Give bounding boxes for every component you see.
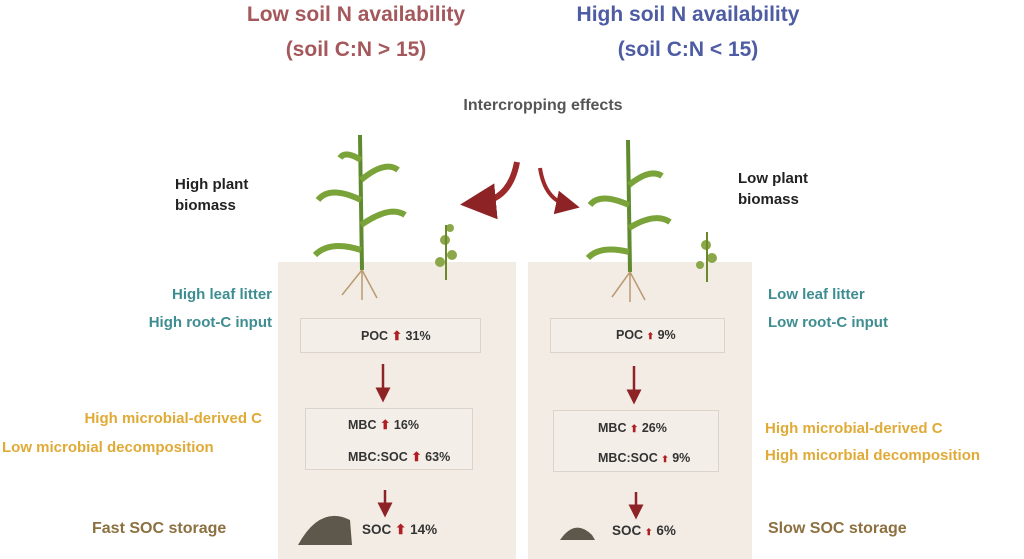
right-input2: Low root-C input xyxy=(768,314,888,331)
mbc-label: MBC xyxy=(598,421,627,435)
curved-arrow-left xyxy=(460,161,520,220)
ratio-label: MBC:SOC xyxy=(598,451,658,465)
legume-plant-icon-right xyxy=(696,232,717,282)
soil-pile-icon xyxy=(298,515,352,545)
ratio-value: 63% xyxy=(425,450,451,464)
poc-label: POC xyxy=(361,329,389,343)
poc-label: POC xyxy=(616,328,644,342)
maize-plant-icon-left xyxy=(312,134,407,300)
soil-pile-icon xyxy=(560,527,595,540)
mbc-value: 26% xyxy=(641,421,667,435)
ratio-value: 9% xyxy=(672,451,691,465)
up-arrow-icon: ⬆ xyxy=(379,418,391,432)
right-input1: Low leaf litter xyxy=(768,286,865,303)
right-biomass-label: Low plant biomass xyxy=(738,170,808,208)
up-arrow-icon: ⬆ xyxy=(411,450,422,464)
right-storage: Slow SOC storage xyxy=(768,520,907,537)
low-n-title: Low soil N availability xyxy=(246,3,466,26)
right-micro2: High micorbial decomposition xyxy=(765,447,981,464)
ratio-label: MBC:SOC xyxy=(348,450,408,464)
maize-plant-icon-right xyxy=(585,139,672,302)
left-biomass-label: High plant biomass xyxy=(175,176,249,214)
curved-arrow-right xyxy=(538,167,580,215)
mbc-value: 16% xyxy=(393,418,419,432)
up-arrow-icon: ⬆ xyxy=(391,329,403,343)
poc-value: 31% xyxy=(405,329,431,343)
left-poc-box: POC ⬆ 31% xyxy=(300,318,481,353)
up-arrow-icon: ⬆ xyxy=(661,454,669,464)
up-arrow-icon: ⬆ xyxy=(645,527,653,537)
soc-label: SOC xyxy=(362,522,392,537)
legume-plant-icon-left xyxy=(435,224,457,280)
high-n-subtitle: (soil C:N < 15) xyxy=(617,38,759,61)
soc-label: SOC xyxy=(612,523,642,538)
left-input1: High leaf litter xyxy=(171,286,272,303)
left-input2: High root-C input xyxy=(148,314,272,331)
left-micro2: Low microbial decomposition xyxy=(2,439,214,456)
up-arrow-icon: ⬆ xyxy=(629,424,639,435)
up-arrow-icon: ⬆ xyxy=(646,331,655,341)
right-poc-box: POC ⬆ 9% xyxy=(550,318,725,353)
intercropping-title: Intercropping effects xyxy=(463,97,623,114)
left-storage: Fast SOC storage xyxy=(92,520,227,537)
left-mbc-box: MBC ⬆ 16% MBC:SOC ⬆ 63% xyxy=(305,408,473,470)
low-n-subtitle: (soil C:N > 15) xyxy=(285,38,427,61)
mbc-label: MBC xyxy=(348,418,377,432)
up-arrow-icon: ⬆ xyxy=(395,522,407,537)
right-mbc-box: MBC ⬆ 26% MBC:SOC ⬆ 9% xyxy=(553,410,719,472)
poc-value: 9% xyxy=(657,328,676,342)
high-n-title: High soil N availability xyxy=(576,3,800,26)
soc-value: 14% xyxy=(410,522,438,537)
soc-value: 6% xyxy=(656,523,676,538)
right-micro1: High microbial-derived C xyxy=(765,420,943,437)
left-micro1: High microbial-derived C xyxy=(84,410,262,427)
